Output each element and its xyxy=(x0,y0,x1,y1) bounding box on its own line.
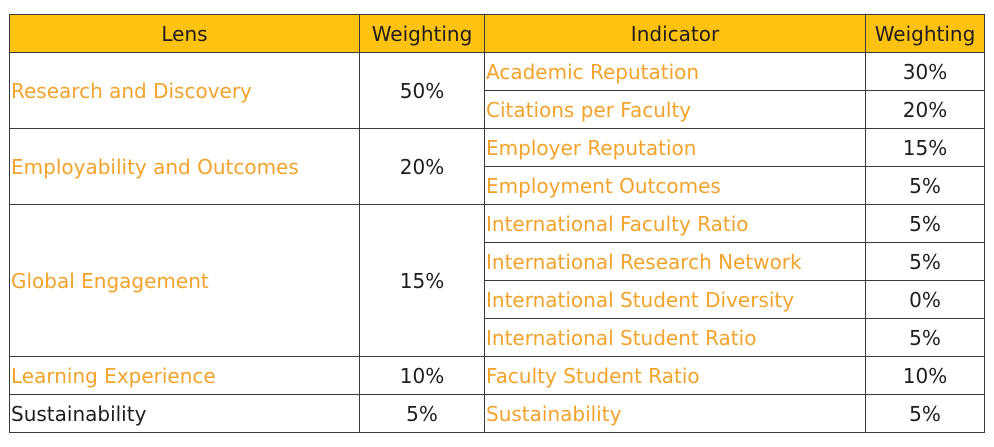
indicator-weighting: 5% xyxy=(865,166,985,205)
indicator-weighting: 5% xyxy=(865,204,985,243)
indicator-international-student-ratio: International Student Ratio xyxy=(484,318,866,357)
header-indicator: Indicator xyxy=(484,14,866,53)
indicator-weighting: 10% xyxy=(865,356,985,395)
lens-weighting: 50% xyxy=(359,52,485,129)
table-row: Learning Experience 10% Faculty Student … xyxy=(9,356,985,395)
indicator-weighting: 0% xyxy=(865,280,985,319)
header-indicator-weighting: Weighting xyxy=(865,14,985,53)
indicator-employment-outcomes: Employment Outcomes xyxy=(484,166,866,205)
table-row: Research and Discovery 50% Academic Repu… xyxy=(9,52,985,129)
indicator-sustainability: Sustainability xyxy=(484,394,866,433)
indicator-faculty-student-ratio: Faculty Student Ratio xyxy=(484,356,866,395)
indicator-weighting: 30% xyxy=(865,52,985,91)
indicator-employer-reputation: Employer Reputation xyxy=(484,128,866,167)
indicator-weighting: 5% xyxy=(865,318,985,357)
indicator-international-faculty-ratio: International Faculty Ratio xyxy=(484,204,866,243)
table-row: Employability and Outcomes 20% Employer … xyxy=(9,128,985,205)
indicator-weighting: 15% xyxy=(865,128,985,167)
header-lens-weighting: Weighting xyxy=(359,14,485,53)
table-row: Citations per Faculty 20% xyxy=(10,90,985,129)
indicator-international-student-diversity: International Student Diversity xyxy=(484,280,866,319)
table-row: International Student Ratio 5% xyxy=(10,318,985,357)
lens-learning-experience: Learning Experience xyxy=(9,356,360,395)
header-row: Lens Weighting Indicator Weighting xyxy=(9,14,985,53)
indicator-academic-reputation: Academic Reputation xyxy=(484,52,866,91)
lens-weighting: 10% xyxy=(359,356,485,395)
indicator-weighting: 5% xyxy=(865,242,985,281)
indicator-citations-per-faculty: Citations per Faculty xyxy=(484,90,866,129)
lens-research-and-discovery: Research and Discovery xyxy=(9,52,360,129)
lens-weighting: 15% xyxy=(359,204,485,357)
lens-employability-and-outcomes: Employability and Outcomes xyxy=(9,128,360,205)
weighting-table: Lens Weighting Indicator Weighting Resea… xyxy=(9,14,985,433)
indicator-international-research-network: International Research Network xyxy=(484,242,866,281)
lens-sustainability: Sustainability xyxy=(9,394,360,433)
table-row: Sustainability 5% Sustainability 5% xyxy=(9,394,985,433)
indicator-weighting: 5% xyxy=(865,394,985,433)
table-row: Global Engagement 15% International Facu… xyxy=(9,204,985,357)
header-lens: Lens xyxy=(9,14,360,53)
lens-global-engagement: Global Engagement xyxy=(9,204,360,357)
indicator-weighting: 20% xyxy=(865,90,985,129)
lens-weighting: 5% xyxy=(359,394,485,433)
lens-weighting: 20% xyxy=(359,128,485,205)
